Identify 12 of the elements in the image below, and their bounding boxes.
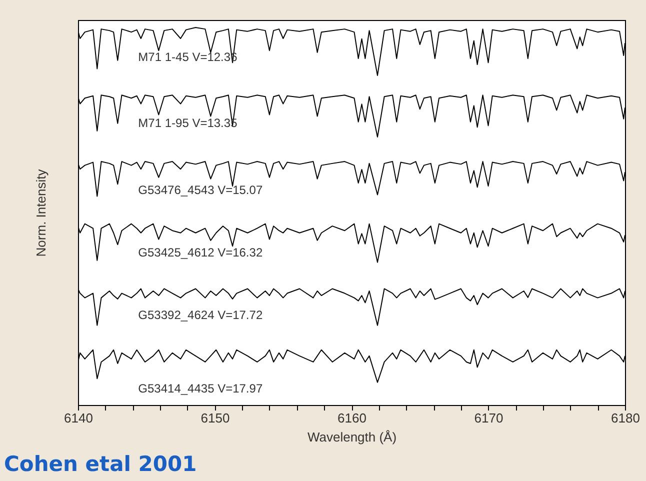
x-tick-label: 6140 — [64, 410, 93, 426]
y-axis-title: Norm. Intensity — [34, 168, 48, 257]
x-tick-label: 6150 — [200, 410, 230, 426]
series-label: G53476_4543 V=15.07 — [138, 182, 263, 197]
series-label: G53392_4624 V=17.72 — [138, 308, 263, 322]
x-axis-title: Wavelength (Å) — [307, 430, 397, 444]
text: Cohen etal 2001 — [4, 452, 197, 476]
series-label: G53425_4612 V=16.32 — [138, 246, 263, 260]
series-label: G53414_4435 V=17.97 — [138, 381, 263, 396]
x-tick-label: 6180 — [611, 410, 640, 426]
x-tick-label: 6170 — [474, 410, 504, 426]
x-tick-label: 6160 — [338, 410, 366, 426]
